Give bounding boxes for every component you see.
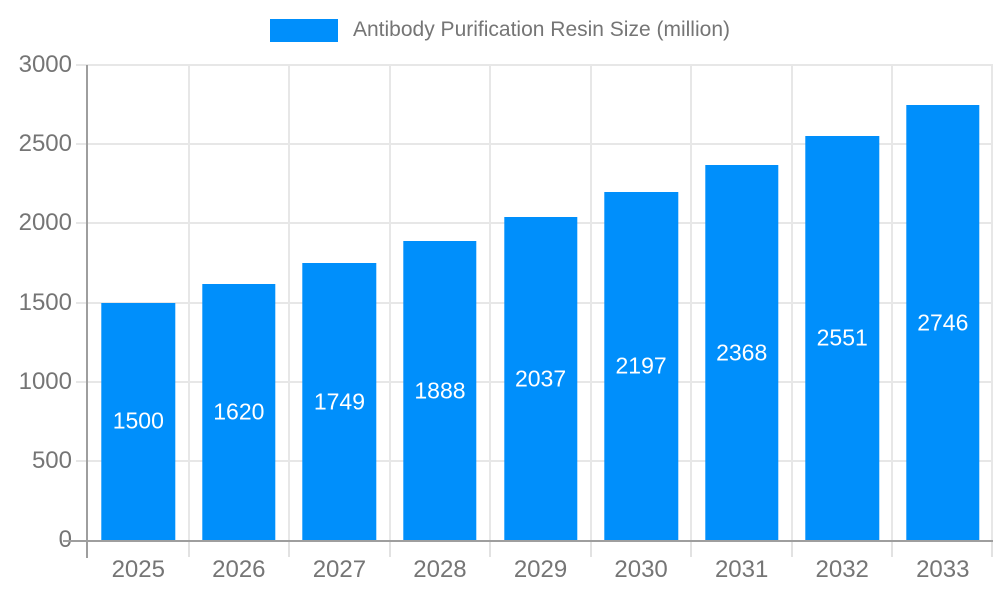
bar-cell: 2368 <box>691 65 792 540</box>
bar[interactable]: 1620 <box>202 283 276 540</box>
bar[interactable]: 2746 <box>906 105 980 540</box>
y-tick-label: 0 <box>59 526 72 554</box>
bar-value-label: 1888 <box>414 377 466 404</box>
y-tick <box>76 459 88 462</box>
x-axis-labels: 2025 2026 2027 2028 2029 2030 2031 2032 2033 <box>88 556 993 584</box>
h-gridline <box>88 64 993 66</box>
bar-value-label: 2197 <box>615 352 667 379</box>
bar-value-label: 2368 <box>716 339 768 366</box>
v-gridline <box>489 65 492 540</box>
legend-swatch-icon <box>270 18 338 42</box>
v-gridline <box>991 65 993 540</box>
bar-cell: 2037 <box>490 65 591 540</box>
x-tick <box>891 540 894 557</box>
y-tick <box>76 380 88 383</box>
x-tick <box>589 540 592 557</box>
v-gridline <box>690 65 693 540</box>
x-tick-label: 2030 <box>614 556 668 583</box>
bar-value-label: 2746 <box>917 309 969 336</box>
x-tick-label: 2031 <box>714 556 769 583</box>
legend[interactable]: Antibody Purification Resin Size (millio… <box>0 18 1000 42</box>
v-gridline <box>187 65 190 540</box>
bar-cell: 1749 <box>289 65 390 540</box>
x-tick <box>690 540 693 557</box>
bar-cell: 1888 <box>390 65 491 540</box>
v-gridline <box>288 65 291 540</box>
y-axis-line <box>86 65 88 558</box>
bars: 1500 1620 1749 1888 2037 2197 2368 2551 2746 <box>88 65 993 540</box>
bar[interactable]: 2368 <box>704 165 779 540</box>
x-tick-label: 2028 <box>413 556 467 583</box>
y-tick <box>76 301 88 304</box>
x-tick <box>991 540 993 557</box>
x-tick <box>288 540 291 557</box>
x-tick <box>187 540 190 557</box>
bar-value-label: 2037 <box>514 365 567 392</box>
x-tick-label: 2027 <box>312 556 367 583</box>
plot-area: 1500 1620 1749 1888 2037 2197 2368 2551 2746 <box>63 64 993 558</box>
x-tick <box>388 540 391 557</box>
x-tick <box>790 540 793 557</box>
y-tick-label: 2000 <box>18 209 72 237</box>
v-gridline <box>589 65 592 540</box>
y-tick-label: 1000 <box>18 367 72 395</box>
bar-cell: 2551 <box>792 65 893 540</box>
x-axis-line <box>63 540 993 542</box>
bar-cell: 1620 <box>189 65 290 540</box>
bar-cell: 2197 <box>591 65 692 540</box>
y-tick-label: 2500 <box>18 130 72 158</box>
h-gridline <box>88 143 993 146</box>
x-tick <box>489 540 492 557</box>
bar-value-label: 1500 <box>112 407 164 434</box>
bar[interactable]: 2037 <box>503 217 578 540</box>
bar-value-label: 2551 <box>816 324 868 351</box>
v-gridline <box>790 65 793 540</box>
y-tick <box>76 143 88 146</box>
y-tick-label: 1500 <box>18 288 72 316</box>
y-tick-label: 3000 <box>18 51 72 78</box>
bar[interactable]: 1500 <box>101 302 175 540</box>
bar-value-label: 1749 <box>313 388 365 415</box>
x-tick-label: 2025 <box>111 556 165 583</box>
bar[interactable]: 1749 <box>302 263 377 540</box>
y-tick <box>76 222 88 225</box>
x-tick-label: 2033 <box>916 556 970 583</box>
bar[interactable]: 2197 <box>604 192 678 540</box>
y-axis-labels: 0 500 1000 1500 2000 2500 3000 <box>0 51 72 553</box>
bar-cell: 1500 <box>88 65 189 540</box>
x-tick-label: 2026 <box>212 556 266 583</box>
legend-label: Antibody Purification Resin Size (millio… <box>353 18 730 41</box>
bar[interactable]: 1888 <box>403 241 477 540</box>
v-gridline <box>388 65 391 540</box>
x-tick-label: 2032 <box>815 556 869 583</box>
bar[interactable]: 2551 <box>805 136 879 540</box>
y-tick-label: 500 <box>31 446 72 474</box>
y-tick <box>76 64 88 66</box>
x-tick-label: 2029 <box>513 556 568 583</box>
bar-cell: 2746 <box>893 65 994 540</box>
v-gridline <box>891 65 894 540</box>
bar-value-label: 1620 <box>213 398 265 425</box>
